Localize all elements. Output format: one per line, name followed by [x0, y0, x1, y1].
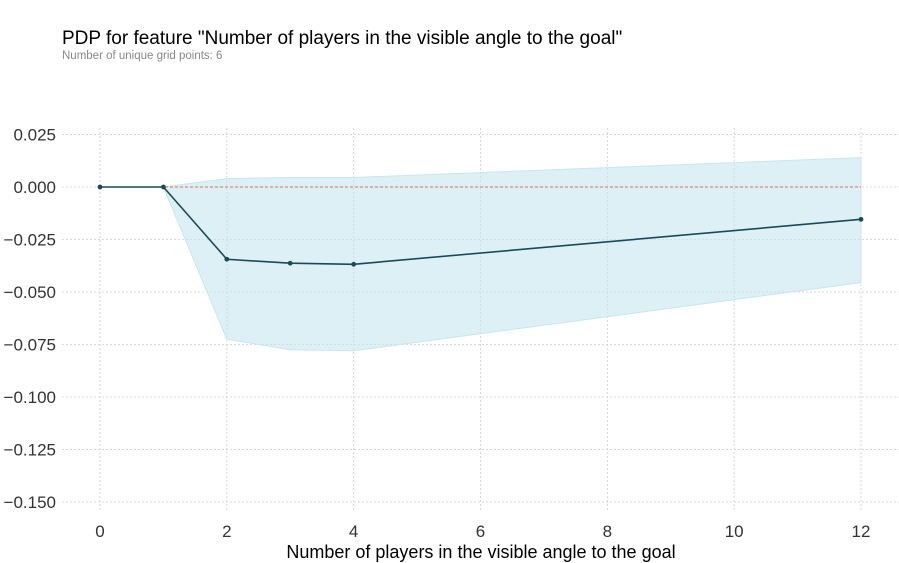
y-tick-label: 0.025 — [13, 126, 56, 145]
pdp-line — [100, 186, 862, 266]
x-tick-label: 4 — [349, 522, 358, 541]
pdp-point — [351, 261, 357, 267]
x-tick-label: 2 — [222, 522, 231, 541]
x-tick-label: 12 — [852, 522, 871, 541]
x-tick-label: 10 — [725, 522, 744, 541]
pdp-point — [161, 184, 166, 190]
x-tick-label: 8 — [603, 522, 612, 541]
pdp-series-line — [100, 186, 862, 266]
x-tick-label: 6 — [476, 522, 485, 541]
chart-title: PDP for feature "Number of players in th… — [62, 28, 623, 49]
tick-labels: 0 2 4 6 8 10 12 0.025 0.000 −0.025 −0.050 −0.075 −0.… — [4, 126, 871, 542]
y-tick-label: −0.125 — [4, 441, 56, 460]
y-tick-label: −0.050 — [4, 283, 56, 302]
y-tick-label: −0.150 — [4, 493, 56, 512]
pdp-point — [224, 256, 230, 262]
x-axis-label: Number of players in the visible angle t… — [286, 542, 676, 562]
chart-subtitle: Number of unique grid points: 6 — [62, 50, 223, 62]
pdp-point — [858, 216, 864, 222]
y-tick-label: −0.100 — [4, 388, 56, 407]
y-tick-label: 0.000 — [13, 178, 56, 197]
pdp-point — [97, 184, 103, 190]
y-tick-label: −0.075 — [4, 336, 56, 355]
pdp-point — [287, 260, 293, 266]
pdp-points — [97, 184, 864, 267]
y-tick-label: −0.025 — [4, 231, 56, 250]
x-tick-label: 0 — [95, 522, 104, 541]
